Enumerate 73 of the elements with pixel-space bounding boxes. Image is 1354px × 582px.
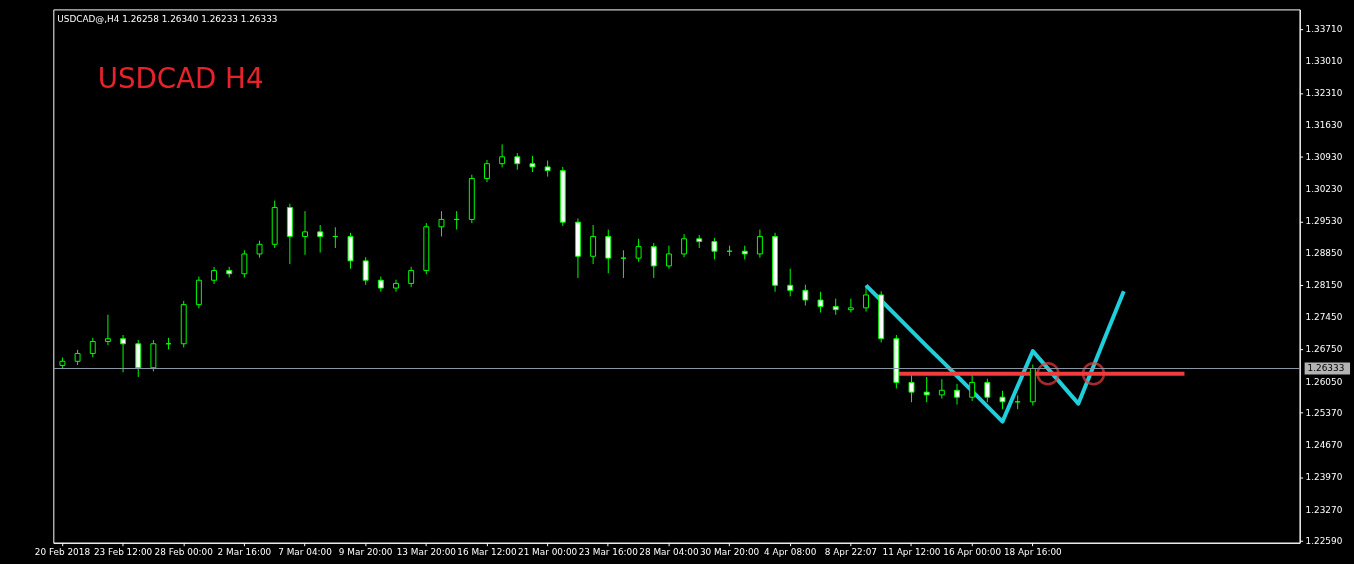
y-tick-label: 1.26050 [1305, 376, 1343, 387]
x-tick-label: 11 Apr 12:00 [882, 547, 941, 558]
y-tick-label: 1.26750 [1305, 344, 1343, 355]
candlestick [817, 291, 824, 313]
candlestick [847, 298, 854, 313]
x-tick-label: 16 Mar 12:00 [457, 547, 517, 558]
candlestick [984, 378, 991, 403]
candlestick [499, 143, 506, 168]
y-tick-label: 1.30230 [1305, 184, 1343, 194]
candlestick [393, 279, 399, 293]
y-tick-label: 1.27450 [1305, 312, 1343, 323]
candlestick [590, 224, 597, 265]
candlestick [620, 249, 627, 279]
y-tick-label: 1.23970 [1305, 472, 1343, 483]
y-tick-label: 1.28850 [1305, 247, 1343, 258]
candlestick [635, 238, 642, 263]
x-tick-label: 4 Apr 08:00 [764, 547, 817, 558]
x-tick-label: 8 Apr 22:07 [824, 547, 877, 558]
candlestick [302, 210, 308, 256]
candlestick [438, 210, 445, 237]
x-tick-label: 13 Mar 20:00 [396, 547, 457, 558]
candlestick [241, 249, 248, 278]
text: USDCAD H4 [97, 62, 264, 96]
x-tick-label: 2 Mar 16:00 [217, 547, 272, 558]
candlestick [317, 224, 324, 254]
x-tick-label: 20 Feb 2018 [34, 547, 91, 558]
candlestick [787, 268, 794, 297]
x-tick-label: 23 Mar 16:00 [578, 547, 639, 558]
y-tick-label: 1.25370 [1305, 407, 1343, 418]
y-tick-label: 1.30930 [1305, 151, 1343, 162]
candlestick [969, 374, 976, 402]
y-tick-label: 1.31630 [1305, 119, 1343, 130]
y-tick-label: 1.28150 [1305, 279, 1343, 290]
text: USDCAD@,H4 1.26258 1.26340 1.26233 1.26333 [57, 14, 278, 25]
candlestick [681, 233, 688, 258]
y-tick-label: 1.23270 [1305, 504, 1343, 515]
candlestick [104, 314, 111, 346]
candlestick [120, 334, 127, 373]
y-tick-label: 1.33710 [1305, 23, 1343, 34]
x-tick-label: 16 Apr 00:00 [943, 547, 1002, 558]
x-tick-label: 18 Apr 16:00 [1003, 547, 1063, 558]
y-tick-label: 1.22590 [1305, 535, 1343, 546]
x-tick-label: 21 Mar 00:00 [517, 547, 578, 558]
y-tick-label: 1.32310 [1305, 88, 1343, 99]
candlestick [650, 242, 657, 279]
candlestick [665, 245, 672, 270]
ref-line-label: 1.26333 [1307, 363, 1345, 374]
line-series [864, 283, 1126, 424]
y-tick-label: 1.33010 [1305, 55, 1343, 66]
candlestick [863, 284, 870, 313]
x-tick-label: 28 Mar 04:00 [639, 547, 699, 558]
candlestick [711, 237, 718, 260]
candlestick [756, 229, 763, 259]
candlestick [923, 376, 930, 403]
x-tick-label: 23 Feb 12:00 [93, 547, 153, 558]
x-tick-label: 28 Feb 00:00 [154, 547, 214, 558]
x-tick-label: 7 Mar 04:00 [278, 547, 333, 558]
candlestick [999, 390, 1006, 410]
x-tick-label: 9 Mar 20:00 [338, 547, 393, 558]
candlestick [938, 378, 945, 400]
x-tick-label: 30 Mar 20:00 [699, 547, 760, 558]
candlestick [484, 159, 490, 183]
candlestick [605, 229, 612, 274]
candlestick [408, 266, 415, 288]
candlestick [89, 337, 96, 358]
candlestick [135, 339, 142, 378]
candlestick [150, 339, 157, 372]
y-tick-label: 1.24670 [1305, 440, 1343, 451]
candlestick [908, 374, 915, 403]
candlestick [954, 383, 960, 406]
candlestick [802, 284, 809, 307]
y-tick-label: 1.29530 [1305, 216, 1343, 227]
candlestick [362, 256, 369, 286]
